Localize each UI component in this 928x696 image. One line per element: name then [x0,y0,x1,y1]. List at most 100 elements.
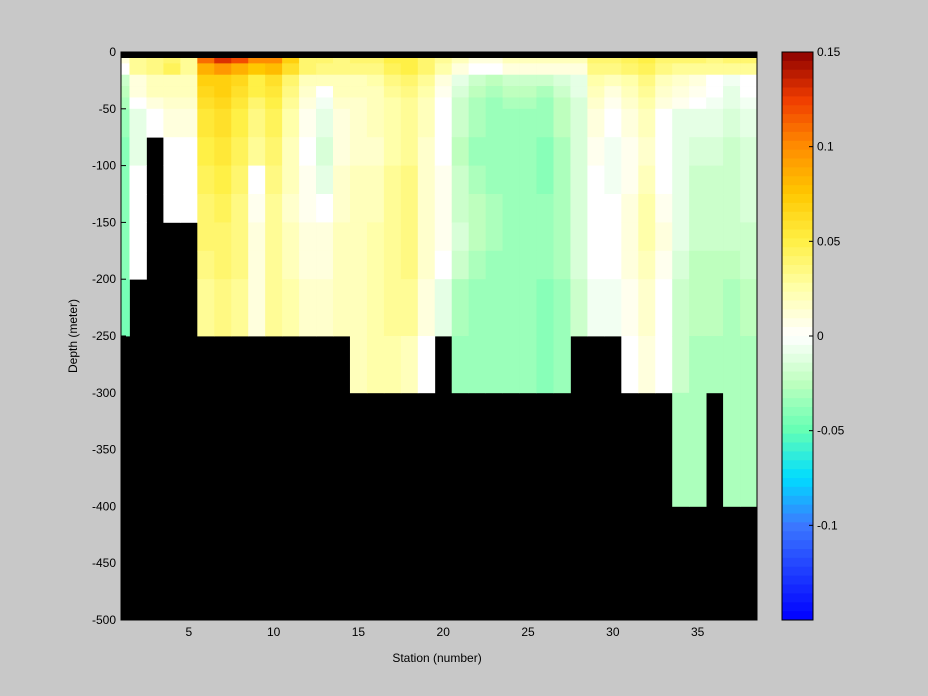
heatmap-cell [723,194,741,223]
heatmap-cell [587,250,605,280]
heatmap-cell [706,97,724,110]
heatmap-cell [316,86,334,98]
heatmap-cell [121,97,130,110]
heatmap-cell [638,97,656,110]
heatmap-cell [214,137,232,166]
heatmap-cell [451,165,470,195]
heatmap-cell [621,279,639,337]
heatmap-cell [519,194,537,223]
heatmap-cell [502,194,520,223]
heatmap-cell [121,137,130,166]
heatmap-cell [502,137,520,166]
heatmap-cell [163,86,181,98]
heatmap-cell [655,194,673,223]
heatmap-cell [316,137,334,166]
colorbar-segment [782,69,813,80]
heatmap-cell [740,279,758,337]
heatmap-cell [231,97,249,110]
heatmap-cell [485,108,503,138]
heatmap-cell [214,108,232,138]
heatmap-cell [197,74,215,87]
heatmap-cell [163,97,181,110]
heatmap-cell [400,165,419,195]
heatmap-cell [129,165,147,195]
heatmap-cell [451,279,470,337]
heatmap-cell [248,194,266,223]
heatmap-cell [383,63,402,76]
heatmap-cell [689,250,707,280]
heatmap-cell [706,74,724,87]
heatmap-cell [689,137,707,166]
heatmap-cell [121,279,130,337]
heatmap-cell [248,222,266,252]
heatmap-cell [723,97,741,110]
heatmap-cell [400,97,419,110]
heatmap-cell [587,194,605,223]
heatmap-cell [621,336,639,394]
heatmap-cell [349,336,368,394]
heatmap-cell [349,250,368,280]
heatmap-cell [316,279,334,337]
heatmap-cell [349,194,368,223]
heatmap-cell [231,108,249,138]
heatmap-cell [655,74,673,87]
heatmap-cell [468,250,487,280]
heatmap-cell [689,165,707,195]
heatmap-cell [197,194,215,223]
heatmap-cell [553,165,571,195]
heatmap-cell [163,63,181,76]
heatmap-cell [333,86,351,98]
heatmap-cell [451,63,470,76]
heatmap-cell [282,279,300,337]
heatmap-cell [366,165,385,195]
heatmap-cell [621,194,639,223]
heatmap-cell [553,86,571,98]
heatmap-cell [265,194,283,223]
heatmap-cell [723,222,741,252]
heatmap-cell [299,250,317,280]
heatmap-cell [638,63,656,76]
heatmap-cell [231,165,249,195]
heatmap-cell [417,250,436,280]
heatmap-cell [485,63,503,76]
heatmap-cell [536,97,554,110]
heatmap-cell [536,63,554,76]
heatmap-cell [282,194,300,223]
heatmap-cell [417,74,436,87]
heatmap-cell [655,137,673,166]
heatmap-cell [519,222,537,252]
heatmap-cell [282,137,300,166]
heatmap-cell [214,86,232,98]
heatmap-cell [723,279,741,337]
heatmap-cell [570,97,588,110]
heatmap-cell [604,137,622,166]
heatmap-cell [400,279,419,337]
heatmap-cell [265,222,283,252]
heatmap-cell [434,250,453,280]
colorbar-segment [782,513,813,523]
heatmap-cell [519,165,537,195]
heatmap-cell [706,108,724,138]
heatmap-cell [180,63,198,76]
heatmap-cell [248,86,266,98]
heatmap-cell [434,279,453,337]
heatmap-cell [129,222,147,252]
heatmap-cell [706,86,724,98]
heatmap-cell [638,279,656,337]
heatmap-cell [468,137,487,166]
heatmap-cell [231,279,249,337]
heatmap-cell [333,97,351,110]
heatmap-cell [604,63,622,76]
colorbar-segment [782,433,813,444]
colorbar-segment [782,495,813,506]
heatmap-cell [723,336,741,394]
surface-line [121,52,757,58]
heatmap-cell [604,108,622,138]
heatmap-cell [655,336,673,394]
heatmap-cell [434,86,453,98]
heatmap-cell [282,250,300,280]
heatmap-cell [485,97,503,110]
y-tick-label: -250 [92,329,116,343]
heatmap-cell [248,250,266,280]
heatmap-cell [316,165,334,195]
